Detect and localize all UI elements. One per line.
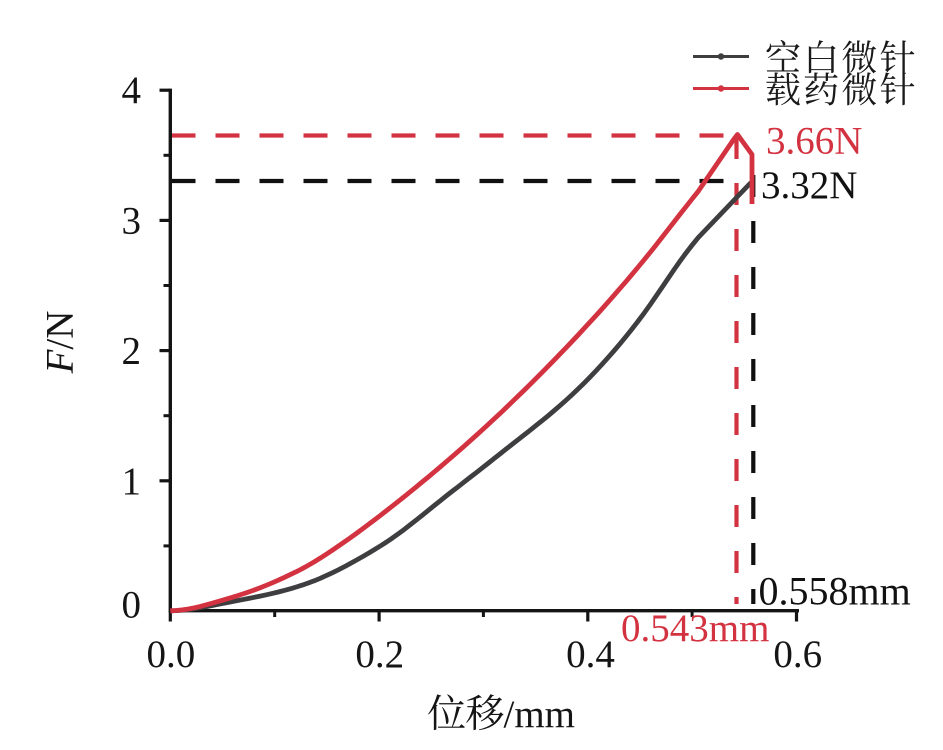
svg-text:1: 1	[122, 460, 142, 503]
svg-text:/mm: /mm	[504, 693, 576, 736]
svg-text:0.6: 0.6	[773, 633, 822, 676]
svg-text:0: 0	[122, 584, 142, 627]
svg-text:0.558mm: 0.558mm	[759, 569, 911, 614]
svg-text:3: 3	[122, 199, 142, 242]
svg-text:0.0: 0.0	[147, 633, 196, 676]
svg-text:4: 4	[122, 69, 142, 112]
svg-text:3.32N: 3.32N	[761, 164, 857, 207]
svg-text:3.66N: 3.66N	[766, 120, 862, 163]
svg-text:0.2: 0.2	[355, 633, 404, 676]
svg-text:F/N: F/N	[39, 311, 82, 375]
svg-text:0.4: 0.4	[566, 633, 615, 676]
svg-text:0.543mm: 0.543mm	[621, 607, 769, 650]
svg-text:2: 2	[122, 330, 142, 373]
